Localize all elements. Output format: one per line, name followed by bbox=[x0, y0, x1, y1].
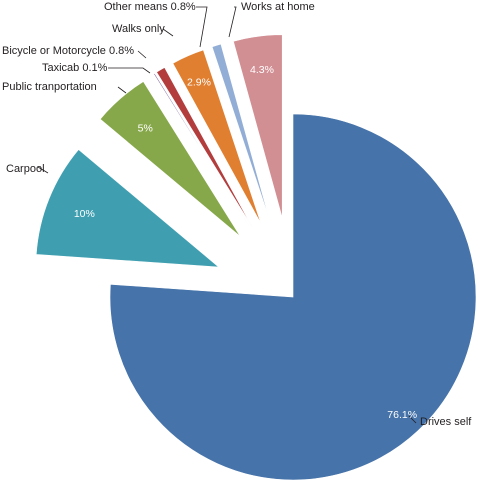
leader-line bbox=[37, 166, 49, 174]
category-label-drives-self: Drives self bbox=[420, 416, 472, 428]
category-label-taxicab: Taxicab 0.1% bbox=[42, 62, 108, 74]
leader-line bbox=[117, 86, 127, 94]
slice-labels: 76.1% 10% 5% 2.9% 4.3% Drives self Carpool Publ… bbox=[2, 1, 472, 428]
slice-percent-label: 5% bbox=[138, 122, 153, 134]
category-label-bicycle-or-motorcycle: Bicycle or Motorcycle 0.8% bbox=[2, 45, 134, 57]
slice-percent-label: 2.9% bbox=[187, 77, 211, 89]
pie-slice-walks-only bbox=[172, 49, 262, 224]
category-label-public-tranportation: Public tranportation bbox=[2, 81, 97, 93]
slice-percent-label: 4.3% bbox=[250, 64, 274, 76]
leader-line bbox=[108, 67, 151, 74]
leader-line bbox=[228, 6, 237, 38]
pie-slice-drives-self bbox=[109, 113, 477, 481]
slice-percent-label: 76.1% bbox=[387, 409, 417, 421]
slice-percent-label: 10% bbox=[74, 208, 95, 220]
pie-slice-public-tranportation bbox=[99, 81, 241, 237]
pie-slice-other-means bbox=[211, 43, 271, 221]
leader-line bbox=[137, 50, 147, 59]
category-label-carpool: Carpool bbox=[6, 163, 45, 175]
category-label-walks-only: Walks only bbox=[112, 23, 165, 35]
leader-line bbox=[162, 28, 174, 37]
pie-slice-carpool bbox=[35, 149, 220, 268]
category-label-works-at-home: Works at home bbox=[241, 1, 315, 13]
leader-lines bbox=[37, 6, 417, 424]
leader-line bbox=[196, 6, 208, 48]
leader-line bbox=[408, 415, 417, 424]
pie-slices bbox=[35, 34, 477, 481]
pie-slice-taxicab bbox=[153, 72, 252, 230]
pie-slice-works-at-home bbox=[233, 34, 283, 218]
category-label-other-means: Other means 0.8% bbox=[104, 1, 196, 13]
pie-slice-bicycle-or-motorcycle bbox=[156, 67, 253, 229]
